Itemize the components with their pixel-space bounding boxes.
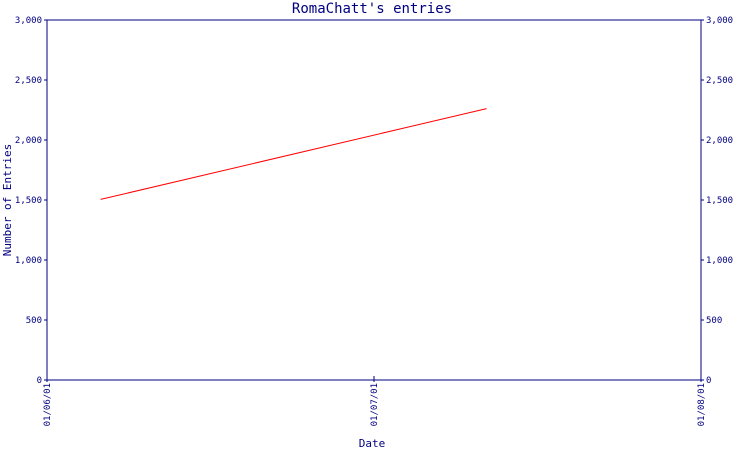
y-axis-right: 0 500 1,000 1,500 2,000 2,500 3,000 <box>701 16 733 386</box>
y-tick-label-right: 1,000 <box>706 256 733 266</box>
y-axis-left: 0 500 1,000 1,500 2,000 2,500 3,000 <box>15 16 47 386</box>
y-tick-label-right: 1,500 <box>706 196 733 206</box>
y-tick-label-left: 3,000 <box>15 16 42 26</box>
y-tick-label-right: 0 <box>706 376 711 386</box>
y-tick-label-left: 2,000 <box>15 136 42 146</box>
plot-frame <box>46 19 702 381</box>
y-tick-label-right: 2,500 <box>706 76 733 86</box>
series-layer <box>100 108 487 200</box>
x-tick-label: 01/06/01 <box>43 383 53 426</box>
y-tick-label-left: 1,000 <box>15 256 42 266</box>
y-tick-label-left: 0 <box>37 376 42 386</box>
x-tick-label: 01/07/01 <box>370 383 380 426</box>
x-axis: 01/06/01 01/07/01 01/08/01 <box>43 376 707 426</box>
y-tick-label-right: 500 <box>706 316 722 326</box>
x-tick-label: 01/08/01 <box>697 383 707 426</box>
y-tick-label-left: 500 <box>26 316 42 326</box>
y-tick-label-right: 2,000 <box>706 136 733 146</box>
x-axis-label: Date <box>359 437 386 450</box>
series-line <box>100 108 487 200</box>
y-tick-label-right: 3,000 <box>706 16 733 26</box>
y-tick-label-left: 1,500 <box>15 196 42 206</box>
chart-title: RomaChatt's entries <box>292 1 452 17</box>
y-tick-label-left: 2,500 <box>15 76 42 86</box>
y-axis-label: Number of Entries <box>1 144 14 257</box>
